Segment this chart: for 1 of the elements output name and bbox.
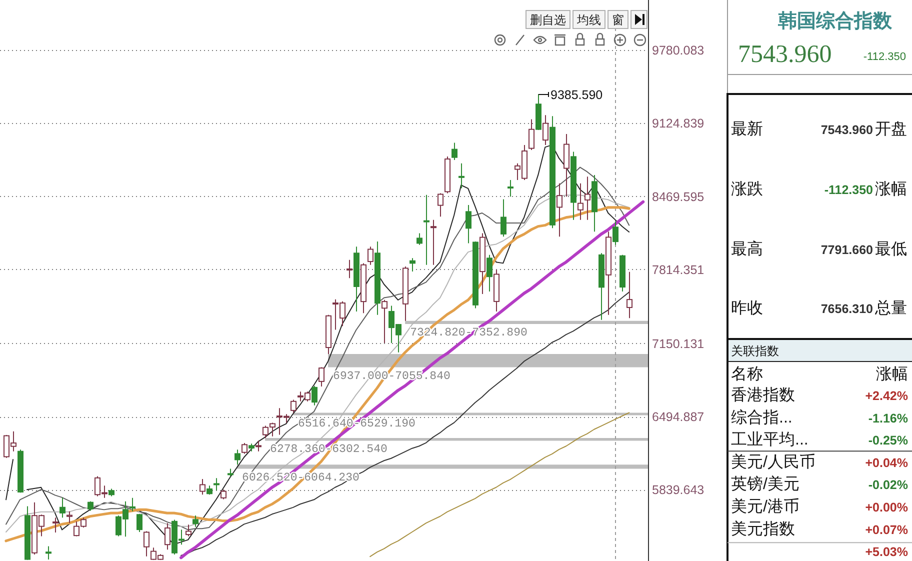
annotation: 9385.590 — [550, 88, 603, 102]
